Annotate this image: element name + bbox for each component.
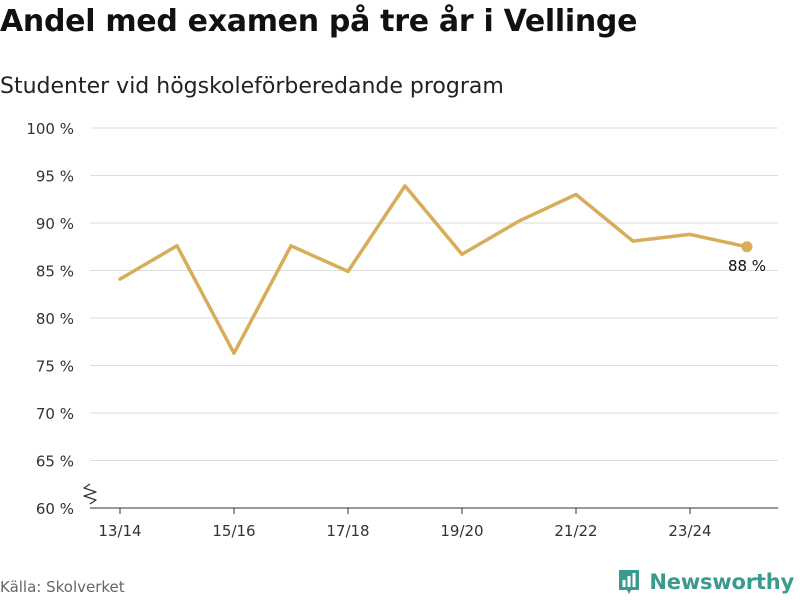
- x-tick-label: 15/16: [212, 522, 255, 540]
- x-tick-label: 21/22: [554, 522, 597, 540]
- x-tick-label: 17/18: [326, 522, 369, 540]
- brand-name: Newsworthy: [649, 570, 794, 594]
- chart-title: Andel med examen på tre år i Vellinge: [0, 4, 638, 39]
- last-point-marker: [741, 241, 753, 253]
- logo-bar-1: [622, 580, 626, 587]
- x-tick-label: 19/20: [440, 522, 483, 540]
- source-note: Källa: Skolverket: [0, 578, 125, 596]
- logo-bar-2: [627, 576, 631, 587]
- axis-break-icon: [83, 483, 97, 505]
- y-tick-label: 75 %: [36, 358, 74, 376]
- y-tick-label: 70 %: [36, 405, 74, 423]
- y-tick-label: 65 %: [36, 453, 74, 471]
- y-tick-label: 90 %: [36, 215, 74, 233]
- newsworthy-brand[interactable]: Newsworthy: [617, 568, 794, 596]
- logo-bar-3: [632, 573, 636, 587]
- y-tick-label: 95 %: [36, 168, 74, 186]
- y-tick-label: 85 %: [36, 263, 74, 281]
- newsworthy-logo-icon: [619, 570, 640, 594]
- last-point-label: 88 %: [728, 257, 766, 275]
- chart-subtitle: Studenter vid högskoleförberedande progr…: [0, 74, 504, 99]
- y-tick-label: 80 %: [36, 310, 74, 328]
- x-tick-label: 13/14: [98, 522, 141, 540]
- y-tick-label: 100 %: [26, 120, 74, 138]
- series-line: [118, 184, 749, 355]
- x-tick-label: 23/24: [668, 522, 711, 540]
- y-tick-label: 60 %: [36, 500, 74, 518]
